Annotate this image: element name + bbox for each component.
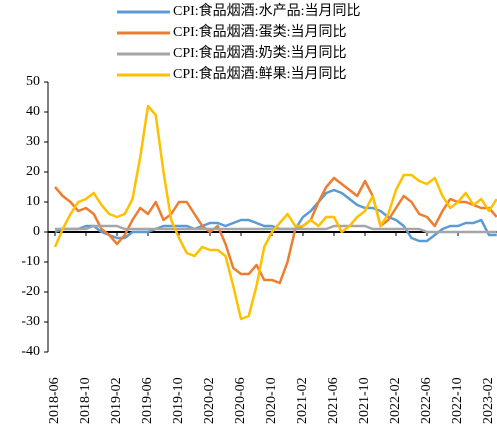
x-tick-label: 2023-02: [481, 377, 496, 424]
y-tick-label: 40: [26, 104, 40, 119]
x-tick-label: 2022-02: [388, 377, 403, 424]
x-tick-label: 2020-10: [264, 377, 279, 424]
legend-label: CPI:食品烟酒:鲜果:当月同比: [173, 65, 346, 82]
y-tick-label: 10: [26, 194, 40, 209]
y-tick-label: -40: [21, 344, 40, 359]
x-tick-label: 2019-06: [140, 377, 155, 424]
y-tick-label: -20: [21, 284, 40, 299]
series-line: [53, 104, 497, 321]
y-tick-label: -10: [21, 254, 40, 269]
series-line: [54, 176, 497, 285]
x-tick-label: 2021-06: [326, 377, 341, 424]
x-tick-label: 2022-06: [419, 377, 434, 424]
y-tick-label: 30: [26, 134, 40, 149]
y-tick-label: -30: [21, 314, 40, 329]
y-tick-label: 0: [33, 224, 40, 239]
x-tick-label: 2021-02: [295, 377, 310, 424]
legend-label: CPI:食品烟酒:蛋类:当月同比: [173, 23, 346, 40]
y-tick-label: 20: [26, 164, 40, 179]
x-tick-label: 2018-10: [78, 377, 93, 424]
y-tick-label: 50: [26, 74, 40, 89]
legend-label: CPI:食品烟酒:水产品:当月同比: [173, 2, 360, 19]
legend-label: CPI:食品烟酒:奶类:当月同比: [173, 44, 346, 61]
x-tick-label: 2018-06: [47, 377, 62, 424]
x-tick-label: 2020-06: [233, 377, 248, 424]
x-tick-label: 2021-10: [357, 377, 372, 424]
x-tick-label: 2022-10: [450, 377, 465, 424]
x-tick-label: 2019-10: [171, 377, 186, 424]
x-tick-label: 2019-02: [109, 377, 124, 424]
x-tick-label: 2020-02: [202, 377, 217, 424]
